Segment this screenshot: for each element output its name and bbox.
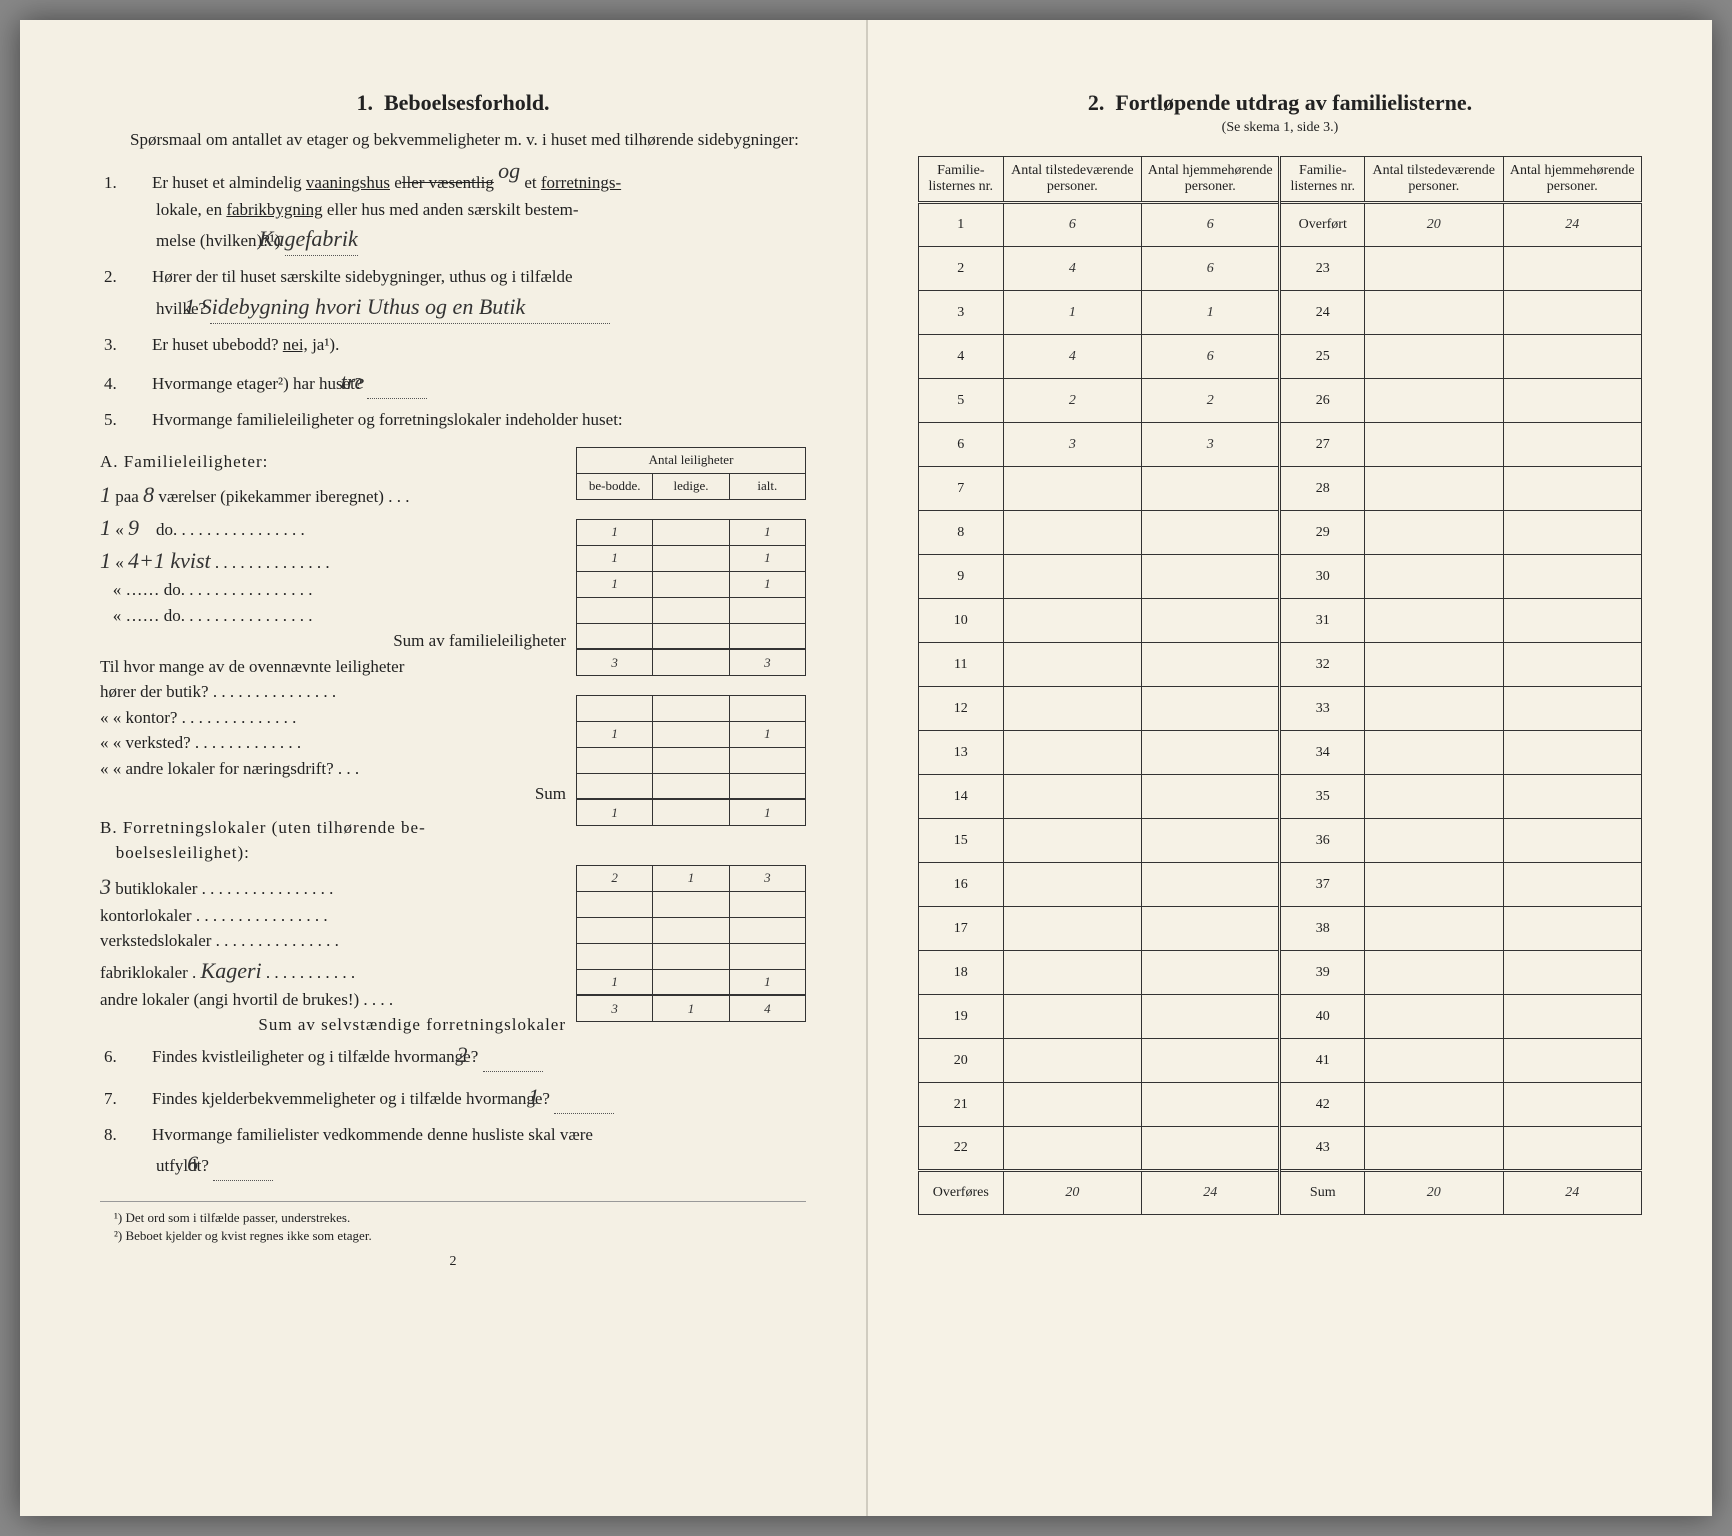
- table-row: 52226: [919, 379, 1642, 423]
- rowA2: 1 « 9 do. . . . . . . . . . . . . . . .: [100, 511, 566, 544]
- left-title: 1. Beboelsesforhold.: [100, 90, 806, 116]
- q1: 1.Er huset et almindelig vaaningshus ell…: [130, 164, 806, 257]
- til-intro: Til hvor mange av de ovennævnte leilighe…: [100, 654, 566, 680]
- q5-body: A. Familieleiligheter: 1 paa 8 værelser …: [100, 441, 806, 1038]
- til4: « « andre lokaler for næringsdrift? . . …: [100, 756, 566, 782]
- table-row: 2142: [919, 1083, 1642, 1127]
- rowA4: « …… do. . . . . . . . . . . . . . . .: [100, 577, 566, 603]
- rowB3: verkstedslokaler . . . . . . . . . . . .…: [100, 928, 566, 954]
- leilighet-table: Antal leiligheter be-bodde. ledige. ialt…: [576, 447, 806, 1022]
- questions-list: 1.Er huset et almindelig vaaningshus ell…: [130, 164, 806, 433]
- til3: « « verksted? . . . . . . . . . . . . .: [100, 730, 566, 756]
- page-spread: 1. Beboelsesforhold. Spørsmaal om antall…: [20, 20, 1712, 1516]
- q2-answer: 1 Sidebygning hvori Uthus og en Butik: [210, 290, 610, 324]
- til1: hører der butik? . . . . . . . . . . . .…: [100, 679, 566, 705]
- til-sum-label: Sum: [100, 781, 566, 807]
- fn1: ¹) Det ord som i tilfælde passer, unders…: [130, 1210, 806, 1226]
- rowA3: 1 « 4+1 kvist . . . . . . . . . . . . . …: [100, 544, 566, 577]
- table-row: 930: [919, 555, 1642, 599]
- right-page: 2. Fortløpende utdrag av familielisterne…: [866, 20, 1712, 1516]
- q4: 4.Hvormange etager²) har huset? tre: [130, 365, 806, 399]
- section-a-label: A. Familieleiligheter:: [100, 449, 566, 475]
- fn2: ²) Beboet kjelder og kvist regnes ikke s…: [130, 1228, 806, 1244]
- q7: 7.Findes kjelderbekvemmeligheter og i ti…: [130, 1080, 806, 1114]
- table-row: 24623: [919, 247, 1642, 291]
- table-row: 1031: [919, 599, 1642, 643]
- rowB2: kontorlokaler . . . . . . . . . . . . . …: [100, 903, 566, 929]
- intro-text: Spørsmaal om antallet av etager og bekve…: [130, 128, 806, 152]
- table-row: 31124: [919, 291, 1642, 335]
- table-row: 1233: [919, 687, 1642, 731]
- questions-6-8: 6.Findes kvistleiligheter og i tilfælde …: [130, 1038, 806, 1182]
- q5: 5.Hvormange familieleiligheter og forret…: [130, 407, 806, 433]
- table-row: 728: [919, 467, 1642, 511]
- rowB5: andre lokaler (angi hvortil de brukes!) …: [100, 987, 566, 1013]
- sumA-label: Sum av familieleiligheter: [100, 628, 566, 654]
- table-row: 166Overført2024: [919, 203, 1642, 247]
- table-row: 1132: [919, 643, 1642, 687]
- table-row: 44625: [919, 335, 1642, 379]
- table-row: 1738: [919, 907, 1642, 951]
- table-row: 1435: [919, 775, 1642, 819]
- table-row: 1839: [919, 951, 1642, 995]
- sumB-label: Sum av selvstændige forretningslokaler: [100, 1012, 566, 1038]
- q2: 2.Hører der til huset særskilte sidebygn…: [130, 264, 806, 324]
- table-row: 829: [919, 511, 1642, 555]
- table-row: 2243: [919, 1127, 1642, 1171]
- family-table: Familie-listernes nr. Antal tilstedevære…: [918, 156, 1642, 1215]
- table-row: 1536: [919, 819, 1642, 863]
- section-b-label: B. Forretningslokaler (uten tilhørende b…: [100, 815, 566, 866]
- footnotes: ¹) Det ord som i tilfælde passer, unders…: [100, 1201, 806, 1244]
- table-row: 1637: [919, 863, 1642, 907]
- q4-answer: tre: [367, 365, 427, 399]
- table-row: 2041: [919, 1039, 1642, 1083]
- right-title: 2. Fortløpende utdrag av familielisterne…: [918, 90, 1642, 116]
- q6: 6.Findes kvistleiligheter og i tilfælde …: [130, 1038, 806, 1072]
- table-row: 1334: [919, 731, 1642, 775]
- q8: 8.Hvormange familielister vedkommende de…: [130, 1122, 806, 1182]
- tbl-header: Antal leiligheter: [577, 447, 806, 473]
- table-row-sum: Overføres2024Sum2024: [919, 1171, 1642, 1215]
- rowA5: « …… do. . . . . . . . . . . . . . . .: [100, 603, 566, 629]
- rowB1: 3 butiklokaler . . . . . . . . . . . . .…: [100, 870, 566, 903]
- q3: 3.Er huset ubebodd? nei, ja¹).: [130, 332, 806, 358]
- pagenum: 2: [100, 1254, 806, 1270]
- rowB4: fabriklokaler . Kageri . . . . . . . . .…: [100, 954, 566, 987]
- right-sub: (Se skema 1, side 3.): [918, 120, 1642, 136]
- table-row: 1940: [919, 995, 1642, 1039]
- left-page: 1. Beboelsesforhold. Spørsmaal om antall…: [20, 20, 866, 1516]
- q1-answer: Kagefabrik: [285, 222, 358, 256]
- til2: « « kontor? . . . . . . . . . . . . . .: [100, 705, 566, 731]
- table-row: 63327: [919, 423, 1642, 467]
- rowA1: 1 paa 8 værelser (pikekammer iberegnet) …: [100, 478, 566, 511]
